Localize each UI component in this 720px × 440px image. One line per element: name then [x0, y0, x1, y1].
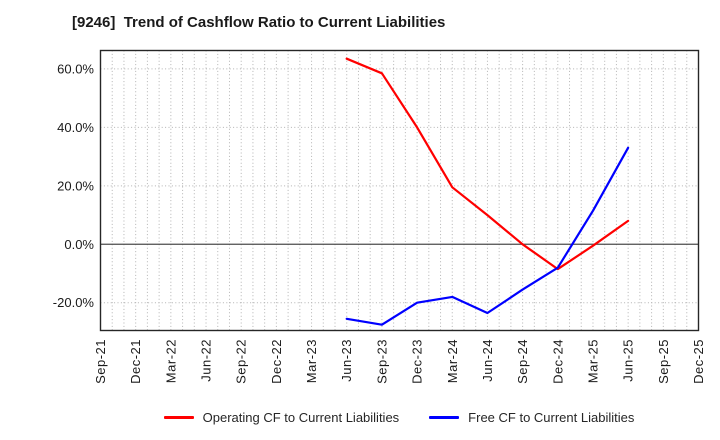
x-tick-label: Jun-24 [480, 339, 495, 382]
x-tick-label: Sep-22 [234, 339, 249, 384]
operating-cf-line-swatch [163, 415, 194, 419]
x-tick-label: Dec-22 [269, 339, 284, 384]
y-tick-label: 60.0% [57, 61, 94, 76]
x-tick-label: Sep-24 [515, 339, 530, 384]
chart-title: [9246] Trend of Cashflow Ratio to Curren… [72, 14, 446, 31]
legend-item-free-cf: Free CF to Current Liabilities [429, 410, 634, 425]
series-line-free-cf-to-current-liabilities [345, 146, 630, 326]
legend-label-free-cf: Free CF to Current Liabilities [468, 409, 635, 425]
x-tick-label: Mar-24 [445, 339, 460, 383]
plot-border [99, 49, 700, 332]
x-tick-label: Jun-23 [339, 339, 354, 382]
x-tick-label: Dec-21 [128, 339, 143, 384]
series-line-operating-cf-to-current-liabilities [345, 57, 630, 271]
legend-item-operating-cf: Operating CF to Current Liabilities [163, 409, 400, 425]
y-tick-label: 0.0% [64, 237, 94, 252]
free-cf-line-swatch [429, 415, 460, 419]
y-tick-label: -20.0% [53, 295, 95, 310]
chart-legend: Operating CF to Current Liabilities Free… [100, 404, 698, 430]
x-tick-label: Jun-22 [199, 339, 214, 382]
x-tick-label: Dec-23 [410, 339, 425, 384]
x-tick-label: Dec-25 [691, 339, 706, 384]
legend-label-operating-cf: Operating CF to Current Liabilities [202, 409, 400, 425]
x-tick-label: Mar-25 [585, 339, 600, 383]
y-tick-label: 40.0% [57, 120, 94, 135]
x-tick-label: Sep-21 [93, 339, 108, 384]
x-tick-label: Sep-25 [656, 339, 671, 384]
x-tick-label: Mar-23 [304, 339, 319, 383]
x-tick-label: Dec-24 [550, 339, 565, 384]
x-tick-label: Mar-22 [163, 339, 178, 383]
x-tick-label: Jun-25 [621, 339, 636, 382]
y-tick-label: 20.0% [57, 178, 94, 193]
x-tick-label: Sep-23 [374, 339, 389, 384]
